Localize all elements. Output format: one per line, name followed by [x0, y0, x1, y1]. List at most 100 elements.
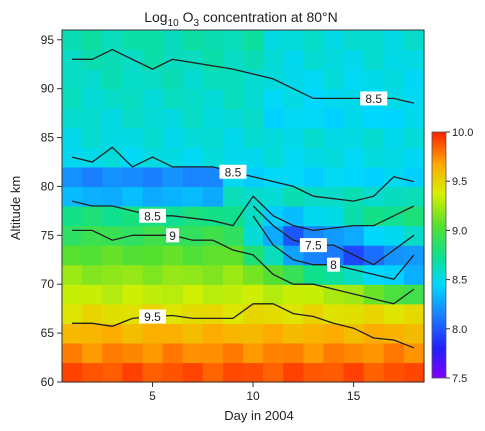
heatmap-cell: [102, 69, 123, 90]
heatmap-cell: [182, 30, 204, 51]
heatmap-cell: [303, 127, 325, 148]
heatmap-cell: [62, 30, 83, 51]
contour-label-bg: [299, 238, 327, 253]
heatmap-cell: [403, 108, 425, 129]
heatmap-cell: [263, 108, 284, 129]
heatmap-cell: [403, 362, 425, 383]
contour-label-bg: [139, 208, 166, 223]
heatmap-cell: [102, 342, 123, 364]
heatmap-cells: [62, 30, 425, 383]
heatmap-cell: [202, 264, 224, 285]
heatmap-cell: [263, 127, 284, 148]
heatmap-cell: [363, 127, 385, 148]
plot-frame: [61, 29, 425, 383]
heatmap-cell: [202, 186, 224, 207]
heatmap-cell: [182, 147, 204, 168]
heatmap-cell: [62, 127, 83, 148]
heatmap-cell: [122, 342, 144, 364]
heatmap-cell: [383, 225, 405, 246]
heatmap-cell: [263, 147, 284, 168]
heatmap-cell: [283, 225, 304, 246]
heatmap-cell: [323, 186, 345, 207]
heatmap-cell: [82, 108, 103, 129]
heatmap-cell: [142, 127, 164, 148]
heatmap-cell: [62, 186, 83, 207]
heatmap-cell: [383, 342, 405, 364]
heatmap-cell: [162, 88, 184, 109]
y-axis-label: Altitude km: [8, 176, 23, 240]
heatmap-cell: [403, 30, 425, 51]
heatmap-cell: [162, 69, 184, 90]
heatmap-cell: [62, 166, 83, 188]
heatmap-cell: [182, 264, 204, 285]
y-tick-label: 90: [41, 82, 55, 96]
heatmap-cell: [122, 127, 144, 148]
heatmap-cell: [383, 264, 405, 285]
heatmap-cell: [403, 323, 425, 344]
heatmap-cell: [363, 303, 385, 324]
heatmap-cell: [182, 225, 204, 246]
heatmap-cell: [222, 147, 244, 168]
heatmap-cell: [122, 69, 144, 90]
heatmap-cell: [182, 127, 204, 148]
heatmap-cell: [403, 284, 425, 305]
heatmap-cell: [263, 30, 284, 51]
heatmap-cell: [122, 166, 144, 188]
heatmap-cell: [142, 342, 164, 364]
heatmap-cell: [263, 362, 284, 383]
heatmap-cell: [182, 206, 204, 227]
heatmap-cell: [142, 69, 164, 90]
heatmap-cell: [122, 264, 144, 285]
heatmap-cell: [403, 147, 425, 168]
heatmap-cell: [343, 166, 365, 188]
x-tick-label: 5: [149, 389, 156, 403]
contour-label: 7.5: [305, 239, 322, 253]
heatmap-cell: [383, 127, 405, 148]
heatmap-cell: [62, 225, 83, 246]
heatmap-cell: [363, 284, 385, 305]
heatmap-cell: [142, 30, 164, 51]
heatmap-cell: [202, 127, 224, 148]
heatmap-cell: [222, 323, 244, 344]
heatmap-cell: [403, 127, 425, 148]
heatmap-cell: [383, 323, 405, 344]
heatmap-cell: [162, 264, 184, 285]
heatmap-cell: [283, 30, 304, 51]
heatmap-cell: [222, 186, 244, 207]
heatmap-cell: [403, 186, 425, 207]
heatmap-cell: [283, 342, 304, 364]
heatmap-cell: [383, 69, 405, 90]
heatmap-cell: [243, 362, 264, 383]
heatmap-cell: [383, 49, 405, 70]
heatmap-cell: [263, 245, 284, 266]
heatmap-cell: [303, 49, 325, 70]
heatmap-cell: [62, 342, 83, 364]
heatmap-cell: [222, 245, 244, 266]
heatmap-cell: [243, 49, 264, 70]
heatmap-cell: [82, 166, 103, 188]
heatmap-cell: [343, 186, 365, 207]
colorbar-tick-label: 9.0: [452, 225, 467, 237]
heatmap-cell: [182, 284, 204, 305]
heatmap-cell: [82, 264, 103, 285]
heatmap-cell: [303, 284, 325, 305]
heatmap-cell: [142, 362, 164, 383]
heatmap-cell: [283, 206, 304, 227]
heatmap-cell: [122, 206, 144, 227]
heatmap-cell: [222, 108, 244, 129]
heatmap-cell: [182, 108, 204, 129]
heatmap-cell: [303, 30, 325, 51]
y-tick-label: 95: [41, 33, 55, 47]
heatmap-cell: [62, 362, 83, 383]
contour-label-bg: [360, 91, 388, 106]
heatmap-cell: [182, 69, 204, 90]
colorbar-tick-label: 8.5: [452, 275, 467, 287]
heatmap-cell: [202, 108, 224, 129]
heatmap-cell: [102, 284, 123, 305]
heatmap-cell: [363, 166, 385, 188]
heatmap-cell: [162, 303, 184, 324]
heatmap-cell: [403, 166, 425, 188]
heatmap-cell: [363, 147, 385, 168]
heatmap-cell: [102, 30, 123, 51]
